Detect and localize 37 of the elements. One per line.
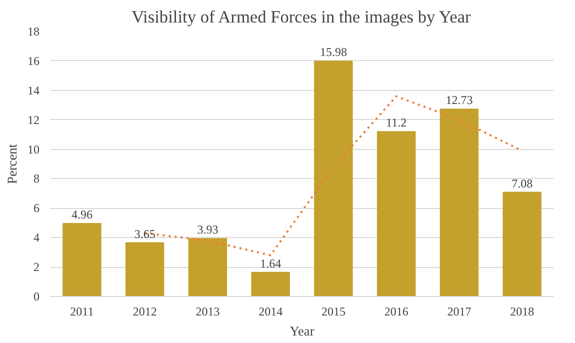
y-tick-label: 8 [34, 172, 40, 186]
data-label: 1.64 [260, 256, 282, 270]
data-label: 15.98 [320, 45, 347, 60]
y-tick-label: 14 [28, 83, 40, 98]
data-label: 3.65 [134, 226, 156, 241]
data-label: 4.96 [71, 207, 92, 222]
bar [376, 131, 416, 296]
x-tick-label: 2013 [196, 304, 220, 318]
x-axis-title: Year [290, 324, 315, 338]
x-tick-label: 2012 [132, 304, 157, 318]
x-tick-label: 2017 [447, 304, 472, 318]
y-axis-title: Percent [4, 144, 20, 184]
bar [188, 238, 228, 296]
y-tick-label: 12 [28, 112, 40, 127]
x-tick-label: 2011 [70, 304, 94, 318]
y-tick-label: 18 [28, 24, 40, 38]
y-tick-label: 0 [34, 290, 40, 304]
bar [251, 272, 290, 296]
y-tick-label: 2 [34, 260, 40, 274]
bar [440, 108, 479, 296]
y-tick-label: 6 [34, 201, 40, 216]
x-tick-label: 2014 [258, 304, 283, 318]
data-label: 11.2 [386, 116, 407, 130]
x-tick-label: 2015 [321, 304, 346, 318]
y-tick-label: 16 [28, 54, 40, 68]
bar [62, 222, 102, 296]
data-label: 3.93 [197, 222, 218, 237]
data-label: 12.73 [446, 93, 473, 108]
chart-title: Visibility of Armed Forces in the images by Year [132, 8, 472, 26]
y-tick-label: 10 [28, 142, 40, 156]
y-tick-label: 4 [34, 230, 40, 245]
bar [314, 60, 353, 296]
data-label: 7.08 [512, 176, 533, 190]
x-tick-label: 2018 [510, 304, 534, 318]
bar [502, 192, 542, 296]
x-tick-label: 2016 [384, 304, 408, 318]
bar [125, 242, 164, 296]
